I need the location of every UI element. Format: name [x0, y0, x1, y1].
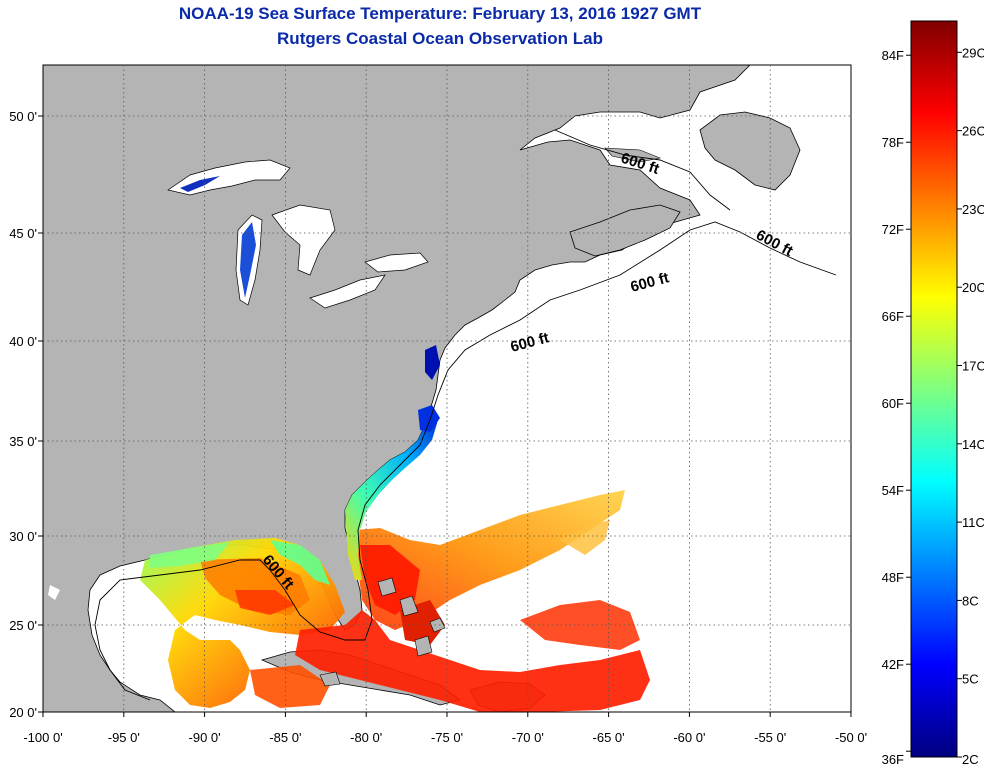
colorbar: 84F 78F 72F 66F 60F 54F 48F 42F 36F 29C 26C 23C 20C…	[882, 20, 984, 767]
x-tick-label: -100 0'	[23, 730, 62, 745]
lake-superior-cold	[180, 176, 220, 192]
x-tick-label: -55 0'	[754, 730, 786, 745]
graticule	[38, 65, 852, 717]
x-tick-label: -75 0'	[431, 730, 463, 745]
lake-ontario	[364, 252, 429, 273]
y-tick-label: 25 0'	[9, 618, 37, 633]
x-tick-label: -95 0'	[108, 730, 140, 745]
lake-erie	[309, 274, 386, 309]
x-tick-label: -50 0'	[835, 730, 867, 745]
isobath-600ft	[94, 221, 837, 701]
isobath-600ft-north	[554, 129, 731, 211]
anticosti-island	[604, 147, 662, 163]
colorbar-celsius-label: 29C	[962, 45, 984, 60]
colorbar-fahrenheit-label: 42F	[882, 657, 904, 672]
colorbar-fahrenheit-label: 36F	[882, 752, 904, 767]
colorbar-celsius-label: 14C	[962, 437, 984, 452]
colorbar-fahrenheit-label: 48F	[882, 570, 904, 585]
sst-data	[140, 345, 650, 712]
colorbar-fahrenheit-label: 60F	[882, 396, 904, 411]
longitude-axis: -100 0' -95 0' -90 0' -85 0' -80 0' -75 0' -70…	[23, 730, 867, 745]
y-tick-label: 45 0'	[9, 226, 37, 241]
newfoundland-land	[699, 111, 801, 191]
colorbar-celsius-label: 5C	[962, 672, 979, 687]
colorbar-celsius-label: 26C	[962, 124, 984, 139]
colorbar-fahrenheit-labels: 84F 78F 72F 66F 60F 54F 48F 42F 36F	[882, 48, 911, 767]
y-tick-label: 35 0'	[9, 434, 37, 449]
map-title: NOAA-19 Sea Surface Temperature: Februar…	[178, 4, 702, 23]
latitude-axis: 50 0' 45 0' 40 0' 35 0' 30 0' 25 0' 20 0'	[9, 109, 37, 720]
colorbar-celsius-label: 8C	[962, 593, 979, 608]
colorbar-celsius-label: 11C	[962, 515, 984, 530]
y-tick-label: 30 0'	[9, 529, 37, 544]
colorbar-celsius-label: 17C	[962, 359, 984, 374]
map-subtitle: Rutgers Coastal Ocean Observation Lab	[277, 29, 603, 48]
x-tick-label: -85 0'	[269, 730, 301, 745]
colorbar-fahrenheit-label: 78F	[882, 135, 904, 150]
gulf-coast-inlet	[48, 585, 60, 600]
colorbar-gradient	[910, 20, 958, 758]
y-tick-label: 40 0'	[9, 334, 37, 349]
map-area	[43, 65, 851, 712]
x-tick-label: -70 0'	[512, 730, 544, 745]
y-tick-label: 20 0'	[9, 705, 37, 720]
x-tick-label: -65 0'	[593, 730, 625, 745]
colorbar-celsius-label: 23C	[962, 202, 984, 217]
colorbar-fahrenheit-label: 84F	[882, 48, 904, 63]
colorbar-celsius-label: 2C	[962, 752, 979, 767]
lake-huron	[271, 204, 336, 276]
colorbar-fahrenheit-label: 54F	[882, 483, 904, 498]
colorbar-fahrenheit-label: 72F	[882, 222, 904, 237]
lake-michigan-cold	[240, 222, 256, 298]
bahamas-islands	[319, 577, 446, 687]
colorbar-celsius-labels: 29C 26C 23C 20C 17C 14C 11C 8C 5C 2C	[957, 45, 984, 767]
x-tick-label: -90 0'	[189, 730, 221, 745]
colorbar-celsius-label: 20C	[962, 280, 984, 295]
x-tick-label: -80 0'	[350, 730, 382, 745]
nova-scotia-land	[569, 204, 681, 257]
y-tick-label: 50 0'	[9, 109, 37, 124]
colorbar-fahrenheit-label: 66F	[882, 309, 904, 324]
x-tick-label: -60 0'	[673, 730, 705, 745]
